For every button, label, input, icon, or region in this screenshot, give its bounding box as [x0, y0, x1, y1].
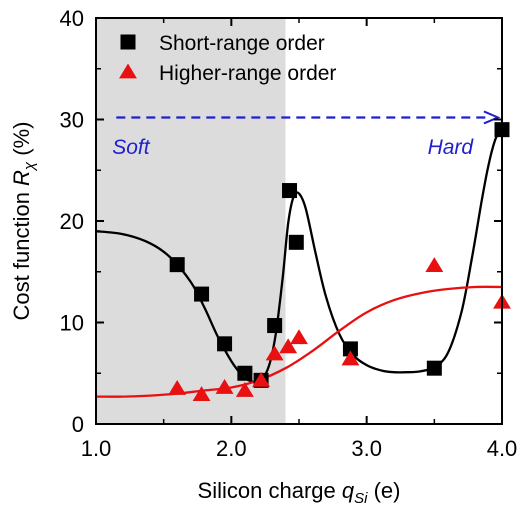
x-tick-label: 1.0 [81, 436, 112, 461]
axes: 1.0 2.0 3.0 4.0 0 10 20 30 40 [60, 6, 518, 461]
square-marker [267, 318, 283, 334]
triangle-marker [425, 257, 444, 273]
triangle-marker [252, 371, 271, 387]
y-tick-label: 30 [60, 108, 84, 133]
triangle-marker [279, 338, 298, 354]
annotations: Soft Hard [112, 136, 474, 159]
fit-curve-2 [95, 285, 503, 398]
annotation-label: Hard [428, 136, 475, 159]
square-marker [288, 234, 304, 250]
legend: Short-range order Higher-range order [119, 32, 336, 85]
y-tick-label: 20 [60, 209, 84, 234]
soft-hard-arrow [116, 110, 501, 125]
square-marker [194, 286, 210, 302]
plot-area [96, 18, 502, 424]
triangle-marker [265, 345, 284, 361]
fit-curve-1 [95, 127, 504, 384]
triangle-marker [235, 382, 254, 397]
x-tick-label: 4.0 [487, 436, 518, 461]
arrow-head [483, 110, 501, 125]
square-marker [342, 341, 358, 357]
legend-label: Short-range order [159, 32, 325, 55]
square-marker [169, 257, 185, 273]
y-tick-label: 10 [60, 311, 84, 336]
shaded-region [96, 18, 286, 424]
axis-labels: Silicon charge qSi (e) Cost function Rχ (… [9, 122, 400, 507]
legend-label: Higher-range order [159, 62, 336, 85]
triangle-marker [215, 378, 234, 394]
annotation-label: Soft [112, 136, 151, 159]
data-markers [168, 122, 511, 401]
legend-triangle-marker [119, 63, 137, 79]
legend-square-marker [120, 34, 136, 50]
x-tick-label: 2.0 [216, 436, 247, 461]
triangle-marker [168, 379, 187, 395]
x-axis-label: Silicon charge qSi (e) [198, 478, 401, 507]
y-tick-label: 0 [72, 412, 84, 437]
square-marker [282, 183, 298, 199]
triangle-marker [341, 350, 360, 366]
square-marker [237, 365, 253, 381]
triangle-marker [192, 386, 211, 401]
x-tick-label: 3.0 [351, 436, 382, 461]
y-axis-label: Cost function Rχ (%) [9, 122, 38, 321]
y-tick-label: 40 [60, 6, 84, 31]
square-marker [217, 336, 233, 352]
square-marker [426, 360, 442, 376]
fit-curves [95, 127, 504, 398]
triangle-marker [290, 329, 308, 345]
